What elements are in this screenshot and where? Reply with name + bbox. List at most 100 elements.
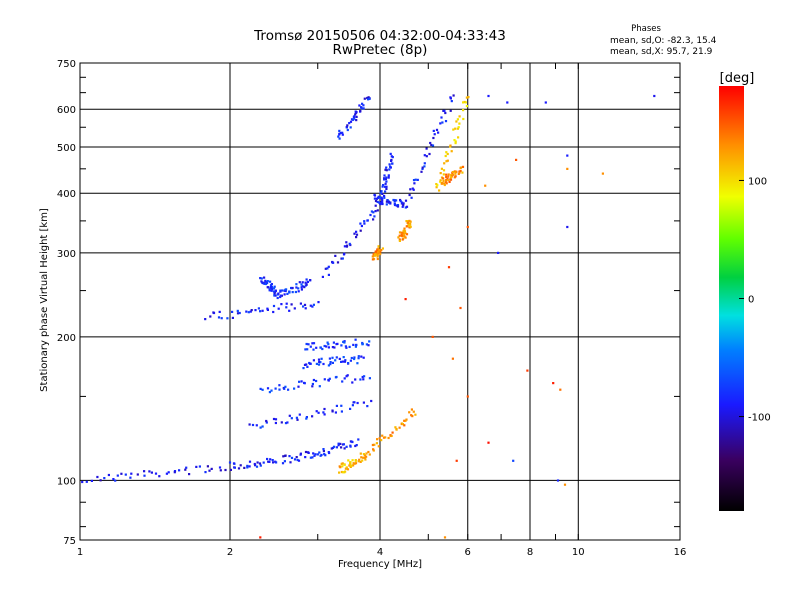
trace-point: [376, 255, 379, 258]
trace-point: [338, 357, 341, 360]
trace-point: [311, 456, 314, 459]
trace-point: [188, 473, 191, 476]
trace-point: [277, 292, 280, 295]
trace-point: [323, 344, 326, 348]
trace-point: [368, 97, 371, 100]
trace-point: [403, 419, 406, 422]
echo-point: [563, 483, 567, 486]
trace-point: [347, 459, 350, 462]
trace-point: [317, 358, 321, 361]
trace-point: [253, 462, 256, 466]
trace-point: [400, 235, 403, 238]
trace-point: [341, 257, 344, 260]
trace-point: [345, 466, 348, 469]
trace-point: [347, 362, 350, 365]
trace-point: [267, 460, 270, 463]
trace-point: [445, 173, 448, 176]
trace-point: [299, 452, 302, 455]
trace-point: [459, 169, 462, 172]
trace-point: [382, 184, 385, 187]
trace-point: [266, 307, 269, 310]
trace-point: [254, 309, 257, 312]
trace-point: [458, 115, 461, 118]
trace-point: [378, 437, 381, 440]
trace-point: [317, 411, 320, 414]
trace-point: [233, 466, 236, 469]
trace-point: [339, 131, 342, 135]
trace-point: [380, 198, 384, 201]
trace-point: [454, 172, 457, 175]
trace-point: [403, 424, 406, 427]
trace-point: [361, 102, 364, 105]
trace-point: [279, 294, 282, 297]
trace-point: [333, 346, 336, 349]
trace-point: [440, 167, 443, 170]
trace-point: [259, 277, 262, 280]
trace-point: [273, 285, 276, 288]
trace-point: [371, 443, 374, 447]
trace-point: [305, 283, 308, 286]
trace-point: [263, 282, 266, 285]
trace-point: [348, 122, 351, 125]
trace-point: [346, 128, 349, 132]
trace-point: [450, 100, 453, 103]
echo-point: [431, 335, 434, 338]
trace-point: [361, 459, 364, 462]
trace-point: [274, 387, 277, 390]
trace-point: [154, 472, 158, 475]
trace-point: [185, 466, 188, 469]
trace-point: [362, 453, 365, 456]
trace-point: [237, 467, 241, 470]
trace-point: [457, 136, 460, 139]
trace-point: [248, 423, 251, 426]
trace-point: [318, 451, 321, 454]
trace-point: [259, 387, 262, 390]
trace-point: [297, 287, 300, 290]
trace-point: [206, 465, 209, 468]
trace-point: [272, 461, 275, 464]
trace-point: [435, 128, 439, 131]
trace-point: [287, 388, 290, 391]
echo-point: [455, 459, 458, 462]
trace-point: [322, 448, 325, 451]
y-tick-labels: 75 100 200 300 400 500 600 750: [57, 59, 76, 547]
trace-point: [312, 359, 315, 362]
trace-point: [383, 177, 386, 180]
trace-point: [381, 434, 384, 437]
trace-point: [405, 220, 408, 223]
echo-point: [466, 225, 469, 229]
trace-point: [459, 166, 462, 169]
trace-point: [255, 465, 259, 468]
trace-point: [383, 174, 386, 177]
trace-point: [363, 220, 366, 223]
trace-point: [266, 457, 269, 461]
trace-point: [464, 101, 467, 104]
trace-point: [387, 201, 390, 204]
trace-point: [355, 230, 358, 233]
trace-point: [374, 204, 377, 207]
trace-point: [301, 281, 304, 284]
trace-point: [380, 439, 383, 442]
trace-point: [454, 170, 457, 173]
trace-point: [351, 459, 354, 462]
trace-point: [298, 281, 301, 284]
trace-point: [260, 277, 263, 280]
trace-point: [236, 312, 240, 315]
trace-point: [465, 105, 468, 108]
trace-point: [296, 418, 299, 421]
trace-point: [124, 473, 127, 476]
trace-point: [446, 152, 449, 156]
trace-point: [341, 133, 344, 136]
trace-point: [284, 422, 288, 425]
trace-point: [435, 186, 438, 189]
trace-point: [367, 96, 370, 99]
y-tick-label: 75: [63, 536, 76, 547]
trace-point: [444, 178, 448, 182]
trace-point: [414, 413, 417, 416]
trace-point: [365, 452, 368, 455]
trace-point: [304, 450, 308, 454]
trace-point: [219, 469, 222, 472]
trace-point: [272, 287, 276, 290]
trace-point: [323, 453, 326, 456]
trace-point: [447, 179, 450, 182]
